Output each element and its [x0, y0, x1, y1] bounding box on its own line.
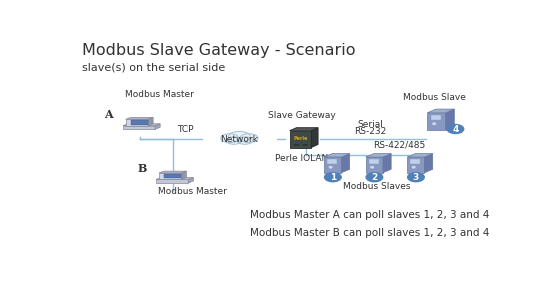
Polygon shape [123, 124, 160, 126]
Circle shape [132, 163, 151, 173]
Polygon shape [431, 115, 441, 120]
Polygon shape [407, 157, 425, 173]
Circle shape [433, 123, 436, 125]
Polygon shape [125, 117, 153, 119]
Text: Modbus Master: Modbus Master [159, 187, 227, 196]
Text: 3: 3 [413, 173, 419, 182]
Polygon shape [289, 128, 318, 131]
Text: RS-422/485: RS-422/485 [373, 140, 426, 149]
Polygon shape [445, 109, 455, 129]
Text: slave(s) on the serial side: slave(s) on the serial side [81, 62, 225, 72]
Text: Slave Gateway: Slave Gateway [268, 111, 336, 120]
Text: A: A [104, 109, 113, 120]
Text: Modbus Slave: Modbus Slave [403, 93, 466, 102]
Circle shape [412, 166, 415, 168]
Polygon shape [383, 154, 391, 173]
Circle shape [329, 166, 332, 168]
Text: Modbus Master A can poll slaves 1, 2, 3 and 4: Modbus Master A can poll slaves 1, 2, 3 … [250, 210, 489, 220]
FancyBboxPatch shape [293, 144, 300, 146]
Circle shape [447, 125, 464, 134]
Polygon shape [159, 173, 181, 180]
Text: 2: 2 [371, 173, 377, 182]
Polygon shape [341, 154, 349, 173]
Polygon shape [289, 131, 311, 148]
Text: Serial: Serial [358, 120, 383, 129]
Polygon shape [123, 126, 155, 129]
Polygon shape [369, 159, 378, 164]
Polygon shape [156, 178, 193, 180]
Polygon shape [148, 117, 153, 126]
Polygon shape [125, 119, 148, 126]
Ellipse shape [237, 137, 252, 144]
Ellipse shape [226, 137, 242, 144]
Circle shape [371, 166, 374, 168]
Polygon shape [159, 171, 187, 173]
Polygon shape [181, 171, 187, 180]
Polygon shape [366, 154, 391, 157]
Polygon shape [427, 113, 445, 129]
Circle shape [408, 173, 425, 182]
Text: Modbus Master: Modbus Master [125, 90, 194, 99]
Polygon shape [156, 180, 188, 183]
Polygon shape [324, 154, 349, 157]
Circle shape [325, 173, 341, 182]
Circle shape [99, 109, 118, 119]
Polygon shape [131, 120, 148, 125]
Polygon shape [366, 157, 383, 173]
Text: B: B [137, 163, 146, 174]
Text: Perle IOLAN: Perle IOLAN [275, 154, 329, 163]
Polygon shape [327, 159, 337, 164]
Polygon shape [188, 178, 193, 183]
Polygon shape [165, 174, 181, 178]
Polygon shape [411, 159, 420, 164]
Text: Modbus Slave Gateway - Scenario: Modbus Slave Gateway - Scenario [81, 43, 355, 58]
Text: TCP: TCP [177, 125, 193, 134]
Text: Modbus Slaves: Modbus Slaves [343, 182, 410, 191]
Polygon shape [407, 154, 433, 157]
FancyBboxPatch shape [302, 144, 308, 146]
FancyBboxPatch shape [63, 33, 487, 261]
Text: Perle: Perle [293, 136, 308, 141]
Polygon shape [427, 109, 455, 113]
Text: RS-232: RS-232 [354, 127, 386, 136]
Text: 1: 1 [330, 173, 336, 182]
Text: 4: 4 [452, 125, 459, 134]
Ellipse shape [221, 134, 239, 143]
Polygon shape [155, 124, 160, 129]
Polygon shape [425, 154, 433, 173]
Text: Modbus Master B can poll slaves 1, 2, 3 and 4: Modbus Master B can poll slaves 1, 2, 3 … [250, 228, 489, 238]
Polygon shape [324, 157, 341, 173]
Ellipse shape [240, 134, 258, 143]
Ellipse shape [229, 132, 250, 142]
Text: Network: Network [220, 135, 258, 144]
Polygon shape [311, 128, 318, 148]
Circle shape [366, 173, 383, 182]
